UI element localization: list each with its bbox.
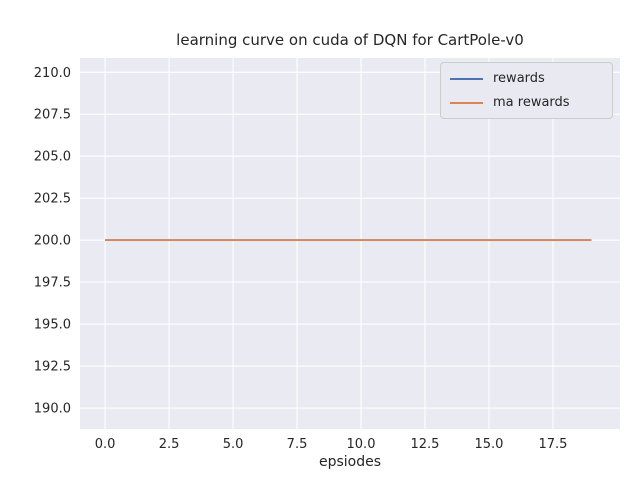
x-tick-label: 12.5 bbox=[411, 437, 440, 452]
x-tick-label: 15.0 bbox=[474, 437, 503, 452]
y-tick-label: 200.0 bbox=[34, 234, 71, 249]
y-tick-label: 205.0 bbox=[34, 150, 71, 165]
x-tick-label: 5.0 bbox=[223, 437, 244, 452]
x-tick-label: 0.0 bbox=[95, 437, 116, 452]
y-tick-label: 190.0 bbox=[34, 402, 71, 417]
y-tick-label: 210.0 bbox=[34, 66, 71, 81]
legend: rewards ma rewards bbox=[440, 62, 613, 119]
x-tick-label: 10.0 bbox=[347, 437, 376, 452]
y-tick-label: 202.5 bbox=[34, 192, 71, 207]
legend-label: ma rewards bbox=[493, 95, 570, 110]
y-tick-label: 192.5 bbox=[34, 360, 71, 375]
x-tick-label: 17.5 bbox=[538, 437, 567, 452]
legend-line-sample bbox=[450, 101, 483, 104]
y-tick-label: 195.0 bbox=[34, 318, 71, 333]
x-tick-label: 7.5 bbox=[287, 437, 308, 452]
x-axis-label: epsiodes bbox=[318, 454, 382, 470]
legend-label: rewards bbox=[493, 71, 545, 86]
y-tick-label: 207.5 bbox=[34, 108, 71, 123]
plot-background bbox=[80, 58, 620, 429]
legend-entry-ma-rewards: ma rewards bbox=[450, 93, 602, 112]
y-tick-label: 197.5 bbox=[34, 276, 71, 291]
legend-entry-rewards: rewards bbox=[450, 69, 602, 88]
chart-title: learning curve on cuda of DQN for CartPo… bbox=[176, 31, 524, 49]
legend-line-sample bbox=[450, 77, 483, 80]
x-tick-label: 2.5 bbox=[159, 437, 180, 452]
